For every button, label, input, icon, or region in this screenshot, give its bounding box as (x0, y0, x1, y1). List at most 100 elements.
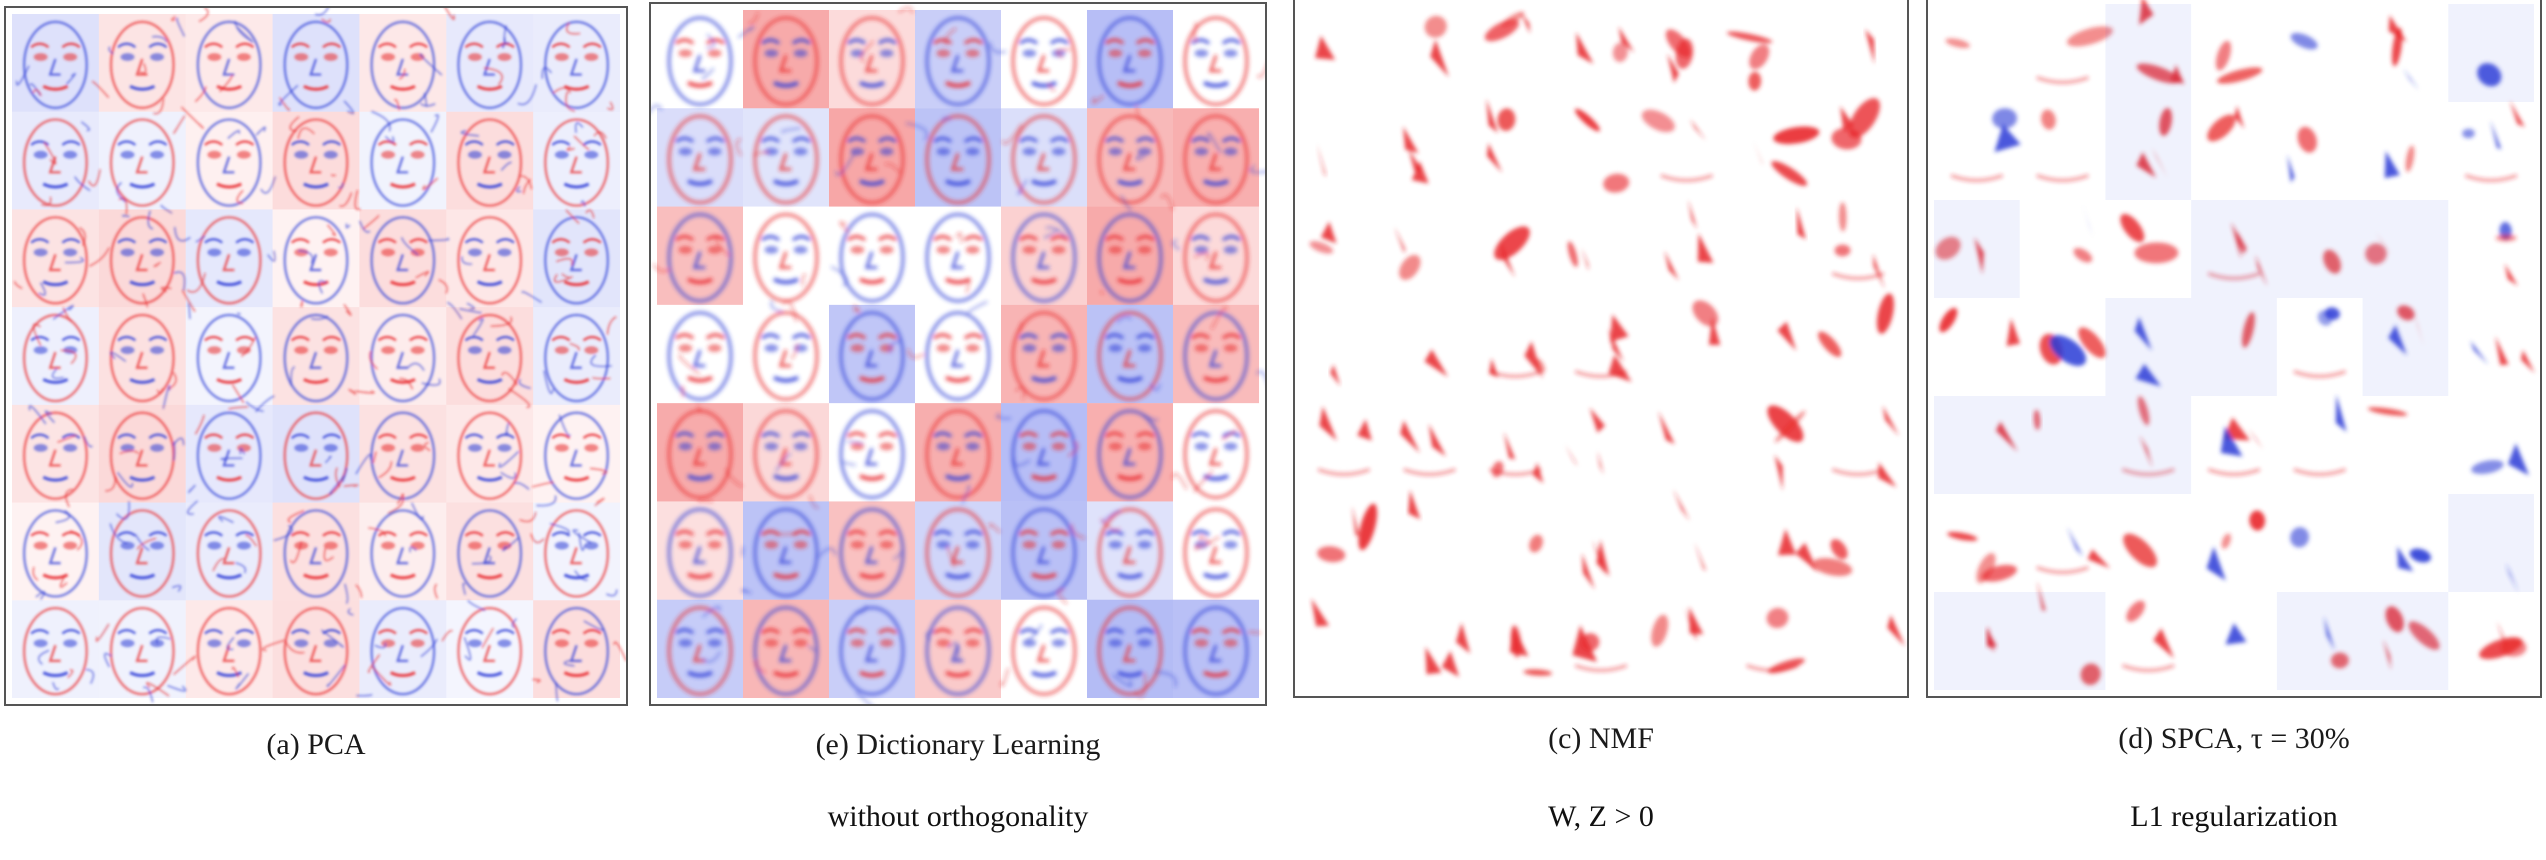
basis-image (1424, 15, 1449, 78)
subtitle-nmf: W, Z > 0 (1548, 800, 1654, 833)
basis-image (2105, 0, 2192, 102)
basis-image (1831, 405, 1900, 488)
basis-image (2448, 494, 2534, 593)
basis-image (829, 304, 915, 404)
basis-image (1425, 622, 1471, 677)
subtitle-dictionary-learning: without orthogonality (827, 800, 1089, 833)
basis-image (2039, 327, 2106, 366)
basis-image (12, 111, 101, 210)
basis-image (1330, 364, 1341, 386)
basis-image (2290, 527, 2309, 548)
basis-image (829, 599, 915, 704)
basis-image (12, 14, 110, 112)
basis-image (533, 14, 620, 112)
caption-pca-prefix: (a) (266, 728, 300, 761)
basis-image (98, 209, 186, 308)
basis-image (1576, 26, 1635, 64)
basis-image (533, 307, 620, 405)
panel-pca (4, 6, 628, 706)
basis-image (446, 502, 545, 601)
basis-image (446, 111, 534, 210)
basis-image (1658, 411, 1675, 445)
basis-image (1309, 221, 1337, 254)
basis-image (1001, 108, 1087, 207)
basis-image (1947, 531, 2018, 584)
basis-image (667, 16, 733, 106)
basis-image (737, 10, 829, 109)
basis-image (272, 209, 360, 308)
basis-image (12, 304, 99, 405)
basis-image (753, 212, 819, 322)
basis-image (2384, 145, 2415, 179)
basis-image (1400, 420, 1456, 476)
basis-image (98, 14, 186, 112)
basis-image (1777, 528, 1818, 572)
basis-image (2105, 396, 2192, 494)
basis-image (1767, 405, 1806, 491)
basis-image (743, 599, 829, 698)
basis-image (657, 599, 743, 698)
basis-image (2105, 298, 2192, 396)
basis-image (2397, 546, 2431, 572)
basis-image (2122, 600, 2175, 672)
basis-image (1317, 406, 1372, 476)
basis-image (355, 404, 447, 515)
basis-image (1582, 539, 1610, 590)
basis-image (2036, 526, 2111, 574)
basis-image (1564, 407, 1606, 475)
caption-dictionary-learning-prefix: (e) (815, 728, 849, 761)
basis-image (428, 209, 542, 320)
basis-image (1945, 38, 1970, 49)
basis-image (2225, 623, 2247, 645)
basis-image (2276, 200, 2363, 298)
basis-image (533, 209, 620, 308)
basis-image (2120, 213, 2179, 264)
basis-image (98, 293, 186, 409)
basis-image (1317, 503, 1378, 563)
basis-image (915, 10, 1007, 109)
basis-image (2191, 298, 2277, 396)
basis-image (2123, 533, 2158, 568)
basis-image (1812, 539, 1853, 577)
basis-image (173, 209, 276, 319)
basis-image (1311, 598, 1330, 627)
basis-image (2105, 102, 2192, 200)
basis-image (533, 111, 620, 210)
basis-image (1001, 403, 1087, 502)
basis-image (12, 600, 110, 698)
basis-image (12, 404, 99, 508)
basis-image (915, 501, 1001, 600)
basis-image (1726, 31, 1773, 91)
basis-image (1156, 599, 1261, 698)
basis-image (173, 600, 285, 698)
basis-image (1489, 431, 1544, 484)
basis-image (906, 108, 1001, 207)
basis-image (1831, 98, 1880, 150)
panel-spca (1926, 0, 2542, 698)
basis-image (2287, 126, 2317, 183)
basis-image (1489, 341, 1546, 378)
caption-spca-prefix: (d) (2118, 722, 2154, 755)
basis-image (446, 388, 534, 503)
basis-image (1087, 108, 1174, 211)
panel-dictionary-learning (649, 2, 1267, 706)
basis-image (1818, 293, 1894, 357)
basis-image (1572, 625, 1628, 672)
basis-image (1183, 507, 1249, 598)
basis-image (1934, 200, 2020, 298)
basis-image (272, 111, 360, 210)
basis-image (2293, 394, 2347, 476)
basis-image (2462, 100, 2525, 182)
basis-image (1651, 606, 1704, 647)
dictionary-learning-basis-grid (651, 6, 1265, 704)
basis-image (2191, 200, 2277, 298)
basis-image (2495, 222, 2518, 286)
basis-image (1424, 349, 1448, 377)
basis-image (1831, 202, 1885, 290)
basis-image (1887, 614, 1906, 647)
basis-image (753, 300, 819, 401)
caption-nmf: (c) NMF (1293, 722, 1909, 756)
caption-spca: (d) SPCA, τ = 30% (1926, 722, 2542, 756)
basis-image (1087, 304, 1173, 404)
basis-image (1183, 409, 1249, 500)
